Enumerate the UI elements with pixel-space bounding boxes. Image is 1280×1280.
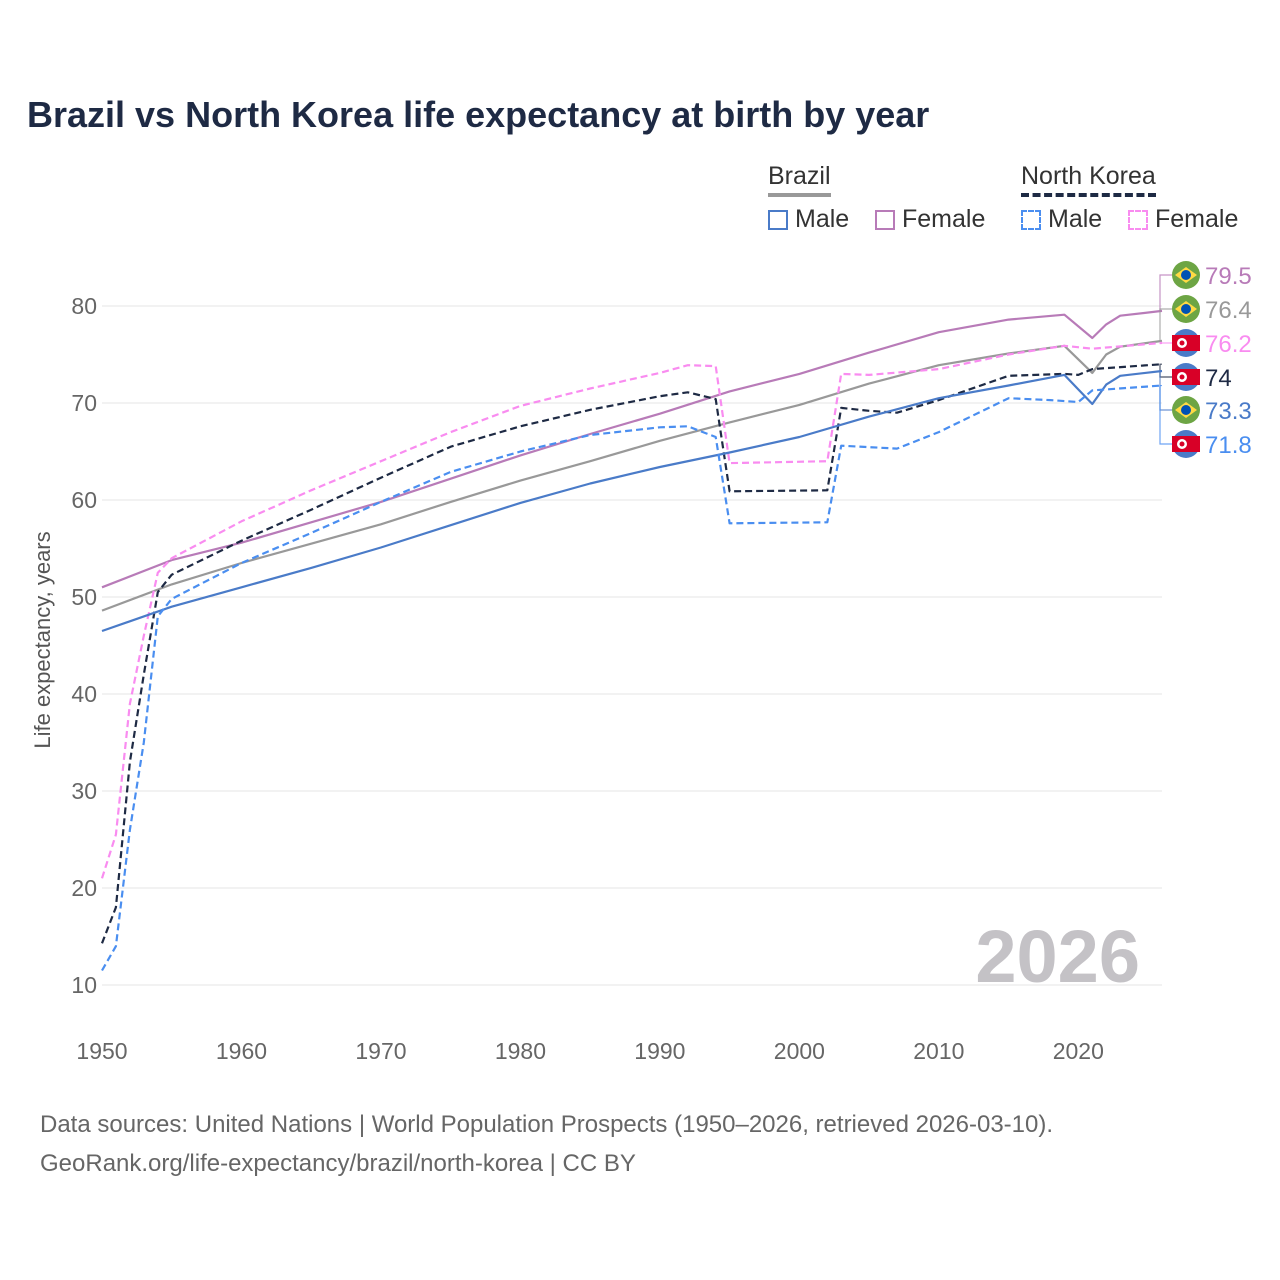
legend-brazil-male[interactable]: Male [768,205,849,234]
end-value-label: 79.5 [1205,263,1252,290]
x-tick-label: 2000 [774,1038,825,1064]
end-value-label: 73.3 [1205,398,1252,425]
y-tick-label: 20 [71,875,97,901]
legend-north-korea-female[interactable]: Female [1128,205,1238,234]
brazil-flag-globe [1181,304,1191,314]
legend-swatch-north-korea-male [1021,209,1041,230]
y-tick-label: 70 [71,390,97,416]
y-tick-label: 60 [71,487,97,513]
legend-label: Female [902,205,986,233]
legend-label: Female [1155,205,1239,233]
legend-north-korea-heading: North Korea [1021,162,1156,197]
north-korea-flag-star [1179,340,1185,346]
brazil-flag-globe [1181,270,1191,280]
legend-swatch-brazil-male [768,209,788,230]
x-tick-label: 1990 [634,1038,685,1064]
y-tick-label: 50 [71,584,97,610]
label-connector [1159,308,1172,342]
y-tick-label: 30 [71,778,97,804]
series-line-brazil-female [101,309,1163,589]
y-tick-label: 80 [71,293,97,319]
footer: Data sources: United Nations | World Pop… [40,1105,1053,1183]
series-line-north-korea-female [100,341,1163,879]
series-line-brazil [101,339,1163,612]
footer-sources: Data sources: United Nations | World Pop… [40,1111,1054,1138]
y-tick-label: 40 [71,681,97,707]
legend-swatch-north-korea-female [1128,209,1148,230]
x-tick-label: 1960 [216,1038,267,1064]
series-line-brazil-male [101,369,1163,633]
north-korea-flag-star [1179,441,1185,447]
legend-label: Male [795,205,850,233]
footer-link[interactable]: GeoRank.org/life-expectancy/brazil/north… [40,1150,636,1177]
legend-swatch-brazil-female [875,209,895,230]
series-line-north-korea [100,363,1163,944]
legend-brazil-heading: Brazil [768,162,831,197]
end-value-label: 76.2 [1205,331,1252,358]
brazil-flag-globe [1181,405,1191,415]
year-watermark: 2026 [975,915,1140,998]
end-value-label: 71.8 [1205,432,1252,459]
chart-title: Brazil vs North Korea life expectancy at… [27,94,930,135]
north-korea-flag-star [1179,374,1185,380]
x-tick-label: 1970 [355,1038,406,1064]
x-tick-label: 1950 [76,1038,127,1064]
legend-brazil-female[interactable]: Female [875,205,985,234]
label-connector [1159,384,1172,445]
series-line-north-korea-male [101,384,1163,972]
x-tick-label: 2010 [913,1038,964,1064]
x-tick-label: 2020 [1053,1038,1104,1064]
x-tick-label: 1980 [495,1038,546,1064]
legend-north-korea-male[interactable]: Male [1021,205,1102,234]
end-value-label: 76.4 [1205,297,1252,324]
y-tick-label: 10 [71,972,97,998]
legend-label: Male [1048,205,1103,233]
label-connector [1159,274,1172,312]
y-axis-label: Life expectancy, years [30,531,55,748]
end-value-label: 74 [1205,365,1232,392]
